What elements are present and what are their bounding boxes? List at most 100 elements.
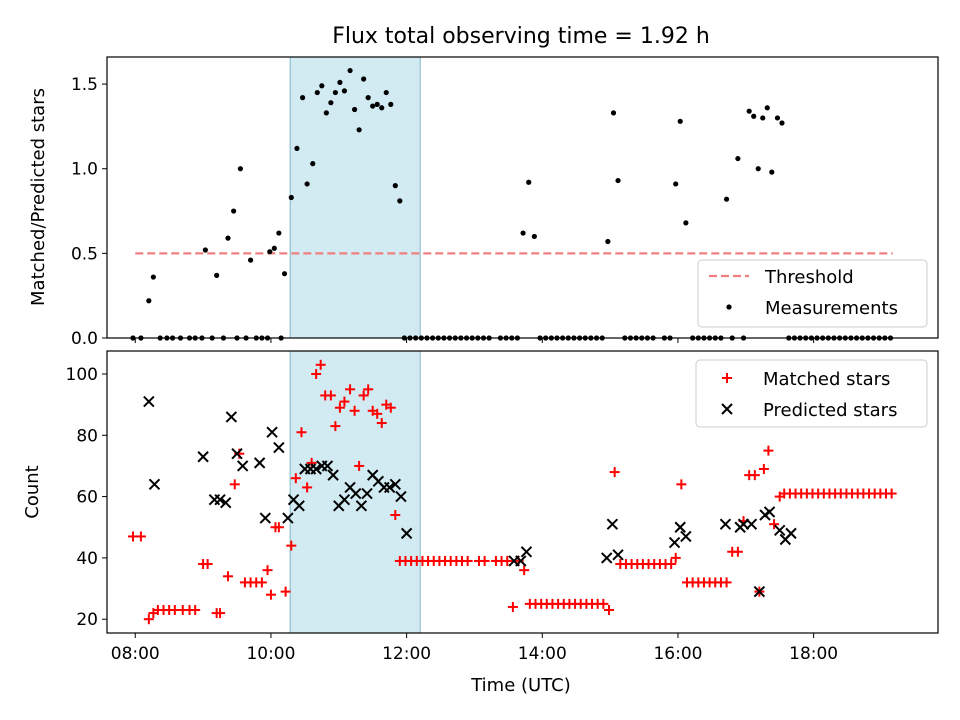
- predicted-star-marker: [400, 527, 413, 540]
- predicted-star-marker: [719, 518, 732, 530]
- measurement-point: [288, 194, 294, 201]
- matched-star-marker: [286, 540, 297, 551]
- predicted-star-marker: [338, 493, 351, 506]
- matched-star-marker: [598, 598, 609, 609]
- measurement-point: [379, 105, 385, 111]
- matched-star-marker: [296, 427, 307, 438]
- matched-star-marker: [273, 522, 284, 533]
- matched-star-marker: [265, 589, 276, 600]
- matched-star-marker: [354, 460, 365, 471]
- measurement-point: [328, 100, 334, 106]
- measurement-point: [760, 115, 766, 121]
- measurement-point: [610, 110, 617, 116]
- matched-star-marker: [385, 402, 396, 413]
- bottom-legend: Matched stars Predicted stars: [695, 359, 928, 428]
- matched-star-marker: [749, 470, 760, 481]
- legend-measurements-label: Measurements: [765, 298, 898, 319]
- predicted-star-marker: [774, 524, 786, 537]
- bottom-panel: 20 40 60 80 100 08:00 10:00 12:00 14:00 16:00 18:…: [22, 350, 939, 696]
- predicted-star-marker: [612, 549, 624, 561]
- matched-star-marker: [603, 605, 614, 616]
- measurement-point: [347, 67, 353, 74]
- predicted-star-marker: [273, 441, 285, 454]
- matched-stars-layer: [128, 359, 897, 625]
- measurement-point: [314, 89, 320, 96]
- predicted-star-marker: [327, 469, 339, 481]
- legend-predicted-swatch: [721, 403, 733, 415]
- predicted-star-marker: [606, 518, 619, 530]
- predicted-star-marker: [785, 527, 797, 540]
- matched-star-marker: [349, 405, 360, 416]
- predicted-star-marker: [601, 552, 613, 564]
- measurement-point: [247, 257, 254, 263]
- x-tick-label: 18:00: [789, 644, 838, 664]
- matched-star-marker: [886, 488, 897, 499]
- measurement-point: [520, 230, 526, 236]
- top-x-ticks: [134, 338, 815, 343]
- measurement-point: [225, 235, 231, 241]
- measurement-point: [769, 169, 775, 175]
- measurement-point: [531, 233, 537, 240]
- matched-star-marker: [721, 577, 732, 588]
- measurement-point: [683, 220, 689, 226]
- legend-measurements-swatch: [726, 304, 732, 310]
- matched-star-marker: [202, 559, 213, 570]
- matched-star-marker: [330, 421, 341, 432]
- measurement-point: [337, 79, 343, 85]
- matched-star-marker: [143, 614, 154, 625]
- matched-star-marker: [339, 396, 350, 407]
- x-tick-label: 14:00: [518, 644, 567, 664]
- matched-star-marker: [502, 555, 513, 566]
- predicted-star-marker: [389, 478, 402, 491]
- top-legend: Threshold Measurements: [697, 259, 928, 328]
- predicted-star-marker: [197, 451, 209, 463]
- measurement-point: [319, 83, 325, 89]
- matched-star-marker: [363, 384, 374, 395]
- y-tick-label: 40: [76, 549, 98, 569]
- matched-star-marker: [345, 384, 356, 395]
- predicted-star-marker: [383, 481, 396, 494]
- matched-star-marker: [306, 457, 317, 468]
- matched-star-marker: [215, 608, 226, 619]
- matched-star-marker: [358, 390, 369, 401]
- predicted-star-marker: [310, 463, 322, 475]
- y-tick-label: 100: [66, 365, 98, 385]
- measurement-point: [294, 145, 300, 152]
- measurement-point: [677, 118, 683, 124]
- predicted-star-marker: [148, 478, 161, 491]
- matched-star-marker: [609, 467, 620, 478]
- predicted-star-marker: [253, 457, 266, 469]
- matched-star-marker: [507, 601, 518, 612]
- measurement-point: [397, 198, 403, 204]
- x-axis-label: Time (UTC): [470, 675, 571, 696]
- bottom-axes-frame: [106, 350, 939, 634]
- x-tick-label: 08:00: [111, 644, 160, 664]
- matched-star-marker: [325, 390, 336, 401]
- measurement-point: [361, 76, 367, 82]
- measurement-point: [755, 166, 761, 172]
- measurement-point: [779, 120, 785, 126]
- measurement-point: [764, 105, 770, 111]
- matched-star-marker: [290, 473, 301, 484]
- measurement-point: [281, 271, 288, 277]
- predicted-star-marker: [680, 530, 692, 543]
- predicted-star-marker: [515, 555, 527, 567]
- matched-star-marker: [311, 368, 322, 379]
- measurement-point: [237, 166, 244, 172]
- predicted-star-marker: [668, 536, 681, 549]
- legend-matched-swatch: [722, 373, 732, 383]
- matched-star-marker: [222, 571, 233, 582]
- predicted-star-marker: [214, 493, 226, 506]
- matched-star-marker: [280, 586, 291, 597]
- matched-star-marker: [390, 509, 401, 520]
- predicted-star-marker: [395, 490, 407, 503]
- y-tick-label: 0.0: [71, 329, 98, 349]
- predicted-star-marker: [293, 500, 305, 512]
- matched-star-marker: [262, 565, 273, 576]
- measurement-point: [271, 245, 277, 251]
- predicted-stars-layer: [143, 395, 797, 598]
- legend-plus-marker: [722, 373, 732, 383]
- matched-star-marker: [315, 359, 326, 370]
